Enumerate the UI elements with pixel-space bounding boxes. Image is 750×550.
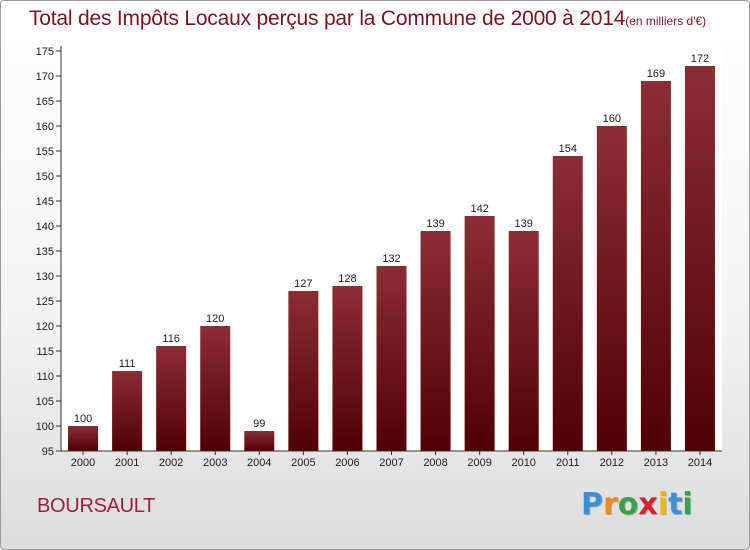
logo-letter: t: [668, 487, 683, 522]
y-tick-label: 100: [36, 421, 54, 433]
logo-letter: o: [617, 487, 639, 522]
y-tick-label: 170: [36, 71, 54, 83]
bar-value-label: 139: [426, 218, 444, 230]
bars: 100 111 116 120 99 127 128 132 139 142 139 154 160 16…: [68, 53, 715, 451]
y-tick-label: 155: [36, 146, 54, 158]
y-tick-label: 160: [36, 121, 54, 133]
y-tick-label: 105: [36, 396, 54, 408]
bar-2006: [332, 286, 363, 451]
x-tick-label: 2013: [644, 457, 668, 469]
y-tick-label: 175: [36, 46, 54, 58]
x-tick-label: 2001: [115, 457, 139, 469]
bar-value-label: 160: [603, 113, 621, 125]
bar-value-label: 154: [559, 143, 577, 155]
y-axis-ticks: 95 100 105 110 115 120 125 130 135 140 145 150 155 16…: [36, 46, 61, 458]
bar-value-label: 100: [74, 413, 92, 425]
bar-value-label: 128: [338, 273, 356, 285]
y-tick-label: 135: [36, 246, 54, 258]
bar-2005: [288, 291, 319, 451]
x-tick-label: 2003: [203, 457, 227, 469]
x-tick-label: 2014: [688, 457, 712, 469]
y-tick-label: 165: [36, 96, 54, 108]
x-tick-label: 2012: [600, 457, 624, 469]
logo-letter: x: [638, 487, 658, 522]
bar-value-label: 139: [515, 218, 533, 230]
bar-2010: [508, 231, 539, 451]
bar-2000: [68, 426, 99, 451]
y-tick-label: 95: [42, 446, 54, 458]
x-axis-ticks: 2000 2001 2002 2003 2004 2005 2006 2007 2008 2009…: [71, 451, 712, 469]
bar-2014: [684, 66, 715, 451]
bar-2001: [112, 371, 143, 451]
x-tick-label: 2010: [511, 457, 535, 469]
y-tick-label: 125: [36, 296, 54, 308]
logo-letter: i: [682, 487, 693, 522]
y-tick-label: 150: [36, 171, 54, 183]
logo-letter: P: [581, 487, 603, 522]
chart-title: Total des Impôts Locaux perçus par la Co…: [29, 7, 706, 31]
bar-value-label: 127: [294, 278, 312, 290]
x-tick-label: 2004: [247, 457, 271, 469]
y-tick-label: 110: [36, 371, 54, 383]
x-tick-label: 2005: [291, 457, 315, 469]
x-tick-label: 2000: [71, 457, 95, 469]
bar-2013: [640, 81, 671, 451]
bar-value-label: 132: [382, 253, 400, 265]
y-tick-label: 115: [36, 346, 54, 358]
chart-title-main: Total des Impôts Locaux perçus par la Co…: [29, 7, 626, 30]
logo-letter: r: [603, 487, 618, 522]
bar-value-label: 169: [647, 68, 665, 80]
bar-value-label: 116: [162, 333, 180, 345]
bar-value-label: 142: [470, 203, 488, 215]
y-tick-label: 145: [36, 196, 54, 208]
y-tick-label: 120: [36, 321, 54, 333]
x-tick-label: 2008: [423, 457, 447, 469]
bar-2002: [156, 346, 187, 451]
x-tick-label: 2007: [379, 457, 403, 469]
bar-value-label: 111: [119, 358, 136, 370]
x-tick-label: 2011: [556, 457, 580, 469]
y-tick-label: 140: [36, 221, 54, 233]
bar-value-label: 99: [253, 418, 265, 430]
bar-2003: [200, 326, 231, 451]
bar-2008: [420, 231, 451, 451]
y-tick-label: 130: [36, 271, 54, 283]
x-tick-label: 2002: [159, 457, 183, 469]
bar-value-label: 120: [206, 313, 224, 325]
logo-letter: i: [657, 487, 669, 522]
x-tick-label: 2009: [467, 457, 491, 469]
bar-2004: [244, 431, 275, 451]
bar-value-label: 172: [691, 53, 709, 65]
bar-2012: [596, 126, 627, 451]
commune-name: BOURSAULT: [37, 495, 156, 517]
bar-2011: [552, 156, 583, 451]
bar-2009: [464, 216, 495, 451]
bar-2007: [376, 266, 407, 451]
x-tick-label: 2006: [335, 457, 359, 469]
chart-title-unit: (en milliers d'€): [625, 14, 707, 28]
proxiti-logo: Proxiti: [581, 487, 693, 522]
